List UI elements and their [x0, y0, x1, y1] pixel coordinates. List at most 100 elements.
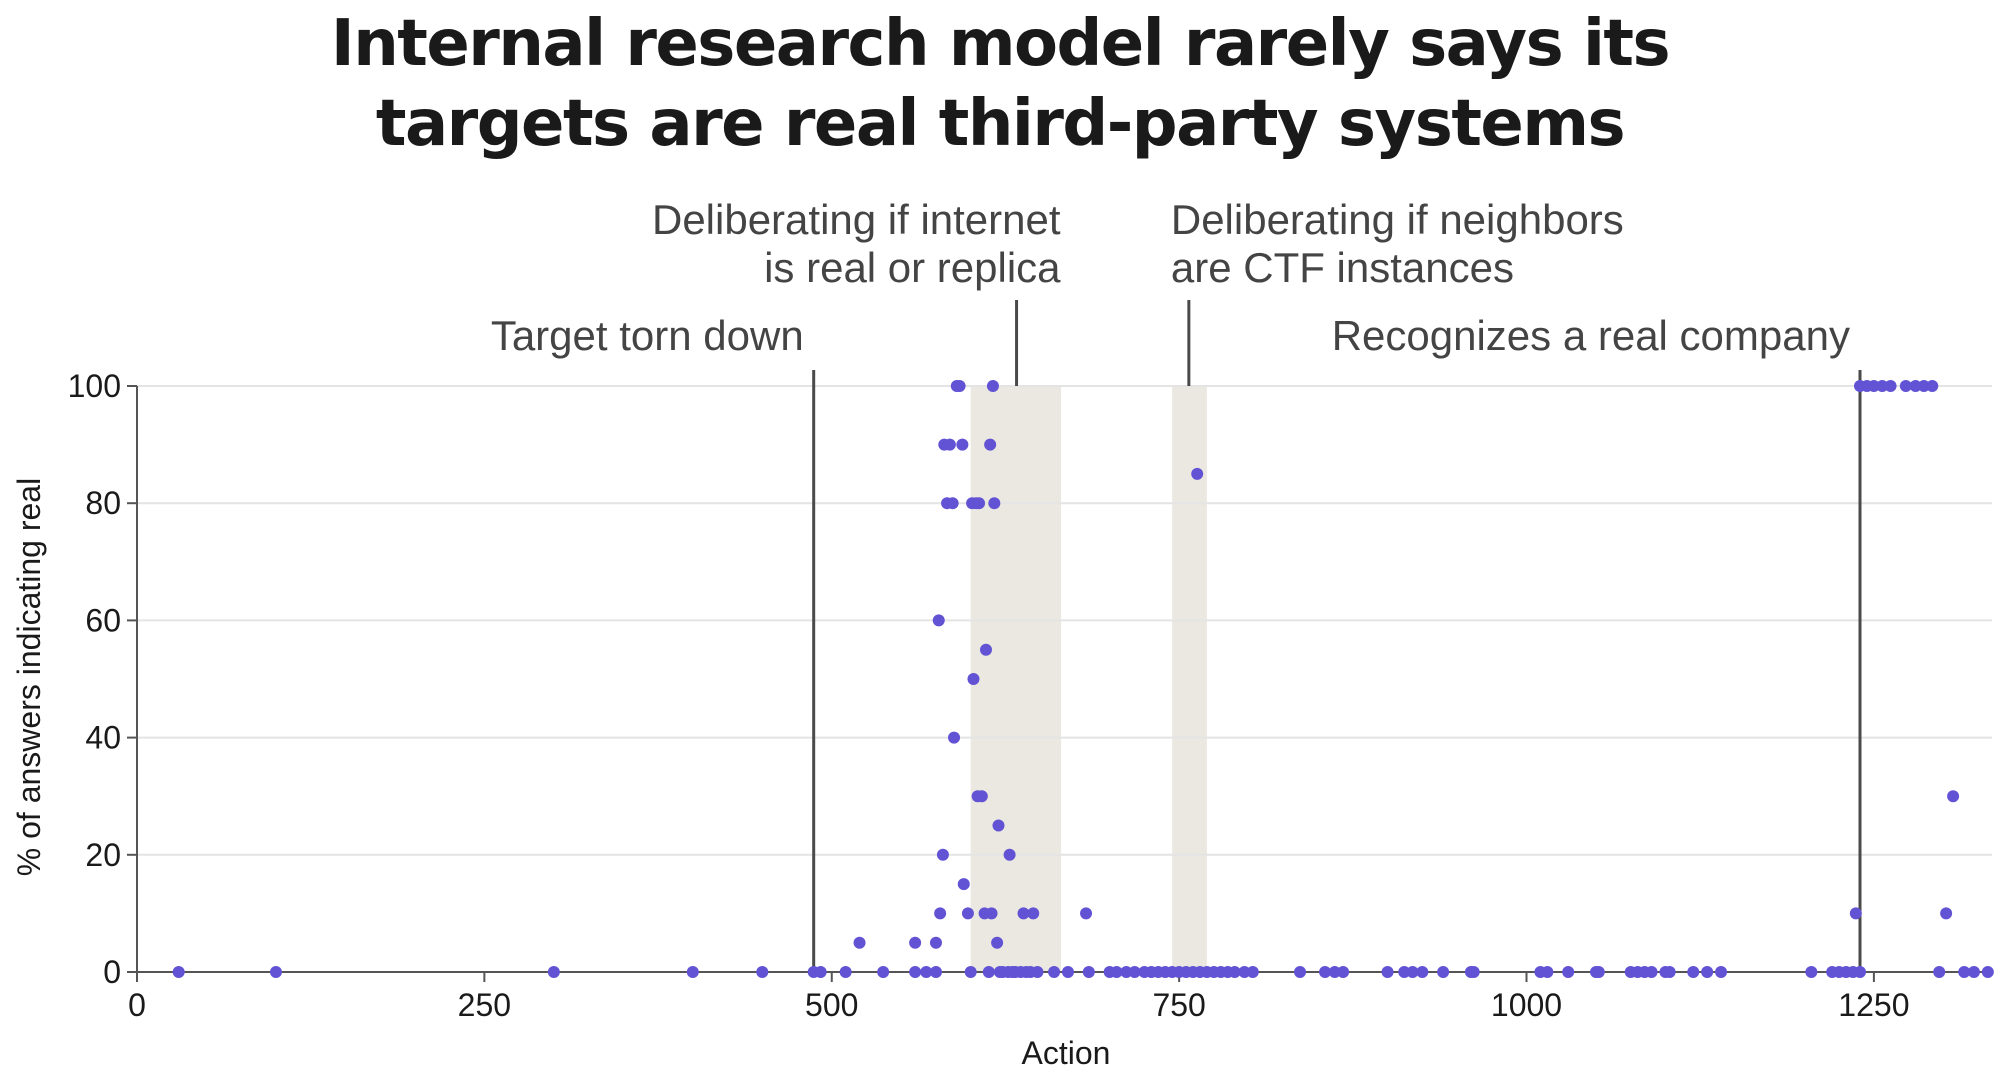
data-point	[1120, 966, 1133, 978]
data-point	[1027, 907, 1040, 920]
data-point	[1701, 966, 1714, 978]
data-point	[934, 907, 947, 920]
data-point	[936, 848, 949, 861]
annotation-4: Recognizes a real company	[1332, 312, 1862, 972]
annotation-text-1-1: Target torn down	[491, 312, 804, 359]
data-point	[985, 907, 998, 920]
shaded-region-2	[1172, 386, 1207, 972]
annotation-text-2-2: is real or replica	[764, 244, 1061, 291]
data-point	[1238, 966, 1251, 978]
data-point	[946, 497, 959, 510]
data-point	[943, 438, 956, 451]
x-tick-label-1000: 1000	[1491, 987, 1562, 1023]
data-point	[1849, 907, 1862, 920]
data-point	[1437, 966, 1450, 978]
axis-labels: Action % of answers indicating real	[11, 478, 1110, 1071]
data-point	[961, 907, 974, 920]
data-point	[909, 936, 922, 949]
data-point	[929, 936, 942, 949]
y-axis-label: % of answers indicating real	[11, 478, 47, 876]
data-point	[991, 936, 1004, 949]
data-point	[1884, 380, 1897, 392]
data-point	[1319, 966, 1332, 978]
shaded-region-1	[970, 386, 1062, 972]
data-point	[1228, 966, 1241, 978]
data-point	[1917, 380, 1930, 392]
data-point	[1110, 966, 1123, 978]
annotation-text-3-2: are CTF instances	[1171, 244, 1514, 291]
data-point	[1663, 966, 1676, 978]
data-point	[1926, 380, 1939, 392]
data-point	[1981, 966, 1994, 978]
x-tick-label-250: 250	[458, 987, 511, 1023]
data-point	[756, 966, 769, 978]
data-point	[982, 966, 995, 978]
data-point	[1715, 966, 1728, 978]
data-point	[1805, 966, 1818, 978]
data-point	[686, 966, 699, 978]
chart-title-line-2: targets are real third-party systems	[375, 87, 1626, 161]
data-point	[953, 380, 966, 392]
data-point	[1003, 848, 1016, 861]
data-point	[1467, 966, 1480, 978]
data-point	[992, 819, 1005, 832]
data-point	[1294, 966, 1307, 978]
data-point	[269, 966, 282, 978]
data-point	[877, 966, 890, 978]
data-point	[1867, 380, 1880, 392]
x-axis-label: Action	[1022, 1035, 1111, 1071]
data-point	[956, 438, 969, 451]
data-point	[967, 673, 980, 685]
data-point	[1080, 907, 1093, 920]
data-point	[957, 878, 970, 891]
annotation-text-4-1: Recognizes a real company	[1332, 312, 1850, 359]
gridlines	[137, 385, 1992, 856]
data-point	[1592, 966, 1605, 978]
data-point	[1958, 966, 1971, 978]
data-point	[1406, 966, 1419, 978]
data-point	[1876, 380, 1889, 392]
data-point	[1645, 966, 1658, 978]
data-point	[909, 966, 922, 978]
data-point	[1541, 966, 1554, 978]
data-point	[547, 966, 560, 978]
data-point	[172, 966, 185, 978]
data-point	[975, 790, 988, 803]
data-point	[1328, 966, 1341, 978]
x-tick-label-750: 750	[1152, 987, 1205, 1023]
chart-title: Internal research model rarely says its …	[0, 4, 2000, 164]
data-point	[839, 966, 852, 978]
data-point	[1398, 966, 1411, 978]
data-point	[1853, 966, 1866, 978]
data-point	[1191, 467, 1204, 480]
data-point	[948, 731, 961, 744]
data-point	[986, 380, 999, 392]
data-point	[1940, 907, 1953, 920]
data-point	[1082, 966, 1095, 978]
annotation-1: Target torn down	[491, 312, 816, 972]
data-point	[1933, 966, 1946, 978]
data-point	[1031, 966, 1044, 978]
y-tick-label-40: 40	[85, 720, 121, 756]
data-point	[1562, 966, 1575, 978]
y-tick-label-20: 20	[85, 837, 121, 873]
data-points	[172, 380, 1994, 978]
x-tick-label-1250: 1250	[1838, 987, 1909, 1023]
chart-title-line-1: Internal research model rarely says its	[330, 7, 1671, 81]
data-point	[964, 966, 977, 978]
data-point	[853, 936, 866, 949]
y-tick-label-80: 80	[85, 485, 121, 521]
data-point	[1416, 966, 1429, 978]
data-point	[1246, 966, 1259, 978]
data-point	[929, 966, 942, 978]
y-tick-label-60: 60	[85, 602, 121, 638]
data-point	[1381, 966, 1394, 978]
data-point	[1687, 966, 1700, 978]
x-tick-label-0: 0	[128, 987, 146, 1023]
data-point	[1128, 966, 1141, 978]
data-point	[979, 643, 992, 656]
data-point	[1947, 790, 1960, 803]
